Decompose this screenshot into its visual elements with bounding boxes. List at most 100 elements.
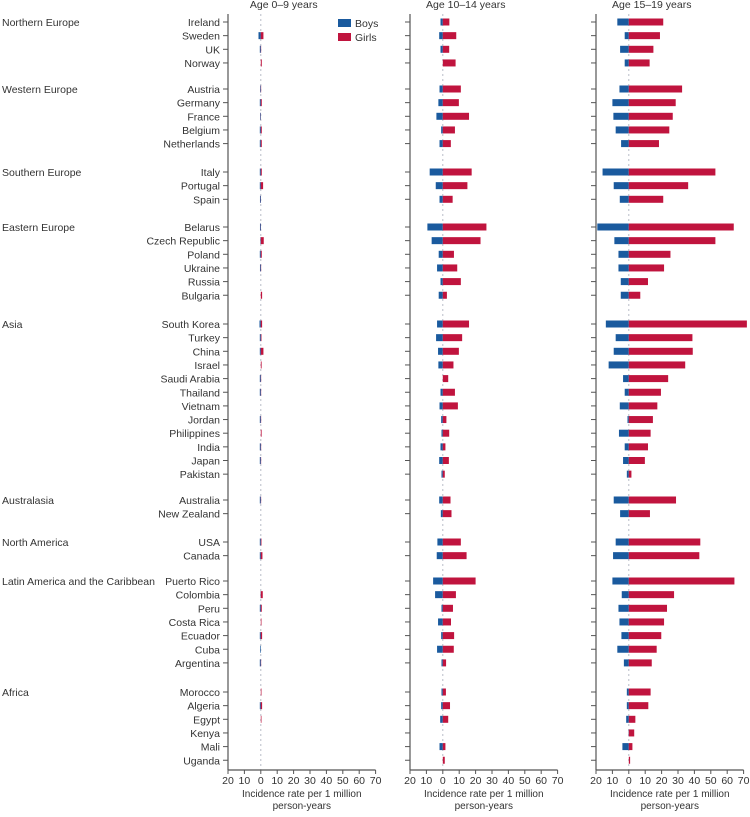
bar-boys <box>260 251 261 258</box>
bar-girls <box>629 430 651 437</box>
bar-girls <box>629 443 648 450</box>
bar-girls <box>629 416 653 423</box>
bar-girls <box>443 237 481 244</box>
bar-girls <box>261 59 262 66</box>
x-tick-label: 0 <box>258 775 264 787</box>
bar-girls <box>443 632 454 639</box>
category-label: Norway <box>184 58 220 70</box>
bar-boys <box>621 632 628 639</box>
category-label: Austria <box>187 84 220 96</box>
x-tick-label: 10 <box>421 775 433 787</box>
bar-girls <box>443 552 467 559</box>
category-label: Poland <box>187 249 220 261</box>
bar-boys <box>437 264 443 271</box>
bar-girls <box>629 659 652 666</box>
category-label: Netherlands <box>163 139 220 151</box>
bar-boys <box>441 632 443 639</box>
x-tick-label: 50 <box>705 775 717 787</box>
bar-girls <box>261 169 262 176</box>
group-label: Southern Europe <box>2 167 82 179</box>
bar-girls <box>443 99 459 106</box>
bar-boys <box>614 237 628 244</box>
x-tick-label: 40 <box>321 775 333 787</box>
bar-girls <box>443 348 459 355</box>
bar-girls <box>443 182 468 189</box>
bar-girls <box>629 99 676 106</box>
bar-boys <box>441 416 443 423</box>
bar-girls <box>629 264 664 271</box>
category-label: Puerto Rico <box>165 576 220 588</box>
category-label: Israel <box>194 360 220 372</box>
bar-girls <box>261 126 262 133</box>
group-label: Asia <box>2 319 23 331</box>
bar-boys <box>260 389 261 396</box>
bar-girls <box>443 702 450 709</box>
category-label: Belarus <box>184 222 220 234</box>
bar-boys <box>617 646 628 653</box>
bar-boys <box>439 251 443 258</box>
bar-boys <box>437 539 442 546</box>
x-tick-label: 20 <box>222 775 234 787</box>
x-tick-label: 10 <box>639 775 651 787</box>
bar-boys <box>627 471 629 478</box>
bar-girls <box>629 375 668 382</box>
bar-boys <box>614 497 629 504</box>
bar-boys <box>441 430 442 437</box>
bar-boys <box>435 591 443 598</box>
bar-boys <box>260 334 261 341</box>
bar-boys <box>441 389 443 396</box>
bar-girls <box>443 46 449 53</box>
bar-boys <box>616 334 629 341</box>
category-label: Turkey <box>188 333 220 345</box>
bar-boys <box>618 605 628 612</box>
bar-girls <box>443 716 448 723</box>
bar-boys <box>627 702 629 709</box>
bar-girls <box>443 169 472 176</box>
category-label: China <box>193 346 221 358</box>
bar-boys <box>260 659 261 666</box>
legend-label-girls: Girls <box>355 32 377 44</box>
x-tick-label: 70 <box>552 775 564 787</box>
bar-boys <box>441 46 443 53</box>
category-label: South Korea <box>162 319 221 331</box>
category-label: Ireland <box>188 17 220 29</box>
bar-girls <box>443 605 453 612</box>
bar-girls <box>629 389 661 396</box>
bar-boys <box>439 292 443 299</box>
group-label: Northern Europe <box>2 17 80 29</box>
bar-girls <box>443 497 451 504</box>
bar-boys <box>260 113 261 120</box>
bar-boys <box>260 86 261 93</box>
bar-girls <box>443 19 450 26</box>
bar-girls <box>629 729 634 736</box>
bar-boys <box>618 264 628 271</box>
bar-girls <box>629 46 654 53</box>
bar-girls <box>261 334 262 341</box>
bar-girls <box>629 618 664 625</box>
group-label: Australasia <box>2 495 54 507</box>
bar-girls <box>629 196 663 203</box>
category-label: Germany <box>177 98 221 110</box>
bar-girls <box>443 402 458 409</box>
x-tick-label: 10 <box>453 775 465 787</box>
bar-boys <box>619 430 629 437</box>
bar-girls <box>629 292 640 299</box>
bar-boys <box>440 716 443 723</box>
category-label: Australia <box>179 495 220 507</box>
bar-boys <box>441 19 443 26</box>
bar-boys <box>260 375 261 382</box>
bar-boys <box>622 743 628 750</box>
bar-girls <box>261 702 262 709</box>
category-label: Cuba <box>195 644 220 656</box>
bar-boys <box>625 59 629 66</box>
bar-girls <box>629 689 651 696</box>
x-tick-label: 20 <box>470 775 482 787</box>
bar-girls <box>443 618 451 625</box>
category-label: Saudi Arabia <box>160 374 220 386</box>
x-tick-label: 60 <box>721 775 733 787</box>
x-tick-label: 10 <box>271 775 283 787</box>
bar-boys <box>441 443 443 450</box>
bar-girls <box>443 113 469 120</box>
bar-boys <box>616 126 629 133</box>
